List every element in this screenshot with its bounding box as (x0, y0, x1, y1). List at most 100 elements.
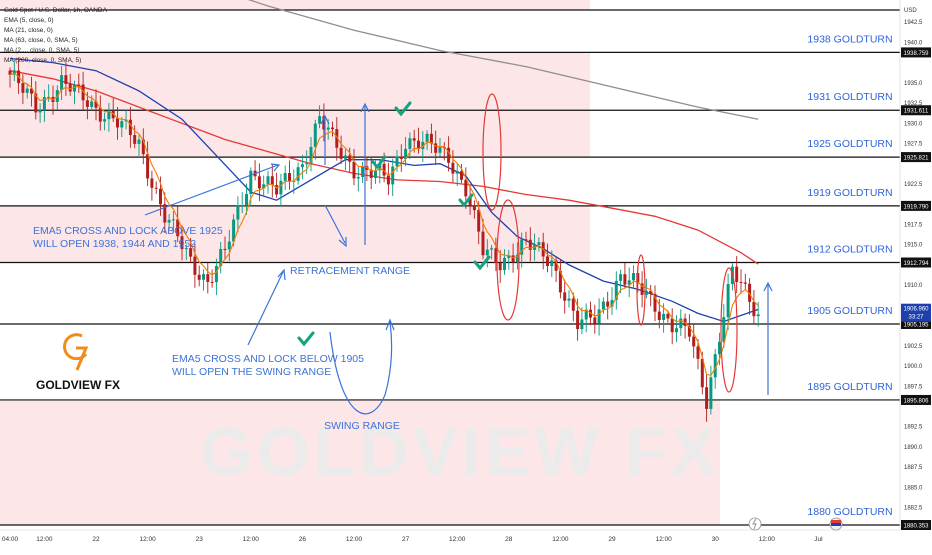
check-icon (458, 193, 474, 208)
price-tick: 1890.0 (904, 445, 923, 451)
candle-body (601, 301, 605, 310)
flag-icon (831, 520, 841, 523)
arrow-up-icon (144, 164, 279, 216)
annotation-ema-above-line2: WILL OPEN 1938, 1944 AND 1952 (33, 238, 196, 250)
candle-body (722, 317, 726, 342)
candle-body (335, 129, 339, 148)
time-tick: 12:00 (655, 536, 672, 543)
candle-body (8, 70, 12, 75)
candle-body (369, 169, 373, 178)
time-axis[interactable]: 04:00 12:00 22 12:00 23 12:00 26 12:00 27 12:00 28… (0, 529, 900, 543)
time-tick: 28 (505, 536, 513, 543)
candle-body (679, 318, 683, 329)
candle-body (103, 119, 107, 122)
candle-body (515, 254, 519, 263)
candle-body (210, 281, 214, 283)
candle-body (709, 377, 713, 409)
symbol-line: Gold Spot / U.S. Dollar, 1h, OANDA (4, 7, 108, 14)
candle-body (107, 110, 111, 120)
watermark-text: GOLDVIEW FX (200, 414, 720, 490)
price-tick: 1910.0 (904, 283, 923, 289)
candle-body (756, 314, 760, 317)
candle-body (146, 154, 150, 179)
arrow-up-icon (270, 163, 281, 172)
candle-body (232, 219, 236, 242)
event-icons (748, 517, 843, 531)
arrow-up-icon (320, 114, 330, 125)
price-tick: 1882.5 (904, 506, 923, 512)
candle-body (421, 141, 425, 150)
candle-body (718, 341, 721, 355)
candle-body (567, 298, 571, 301)
candle-body (735, 266, 739, 283)
ma-line (9, 70, 759, 265)
candle-body (60, 75, 64, 91)
candle-body (288, 173, 291, 182)
candle-body (546, 256, 549, 267)
indicator-ma200: MA (200, close, 0, SMA, 5) (4, 57, 81, 64)
candle-body (163, 204, 167, 223)
indicator-ma21: MA (21, close, 0) (4, 27, 53, 34)
candle-body (85, 100, 89, 107)
price-tag-text: 1938.759 (903, 51, 929, 57)
candle-body (197, 274, 201, 280)
candle-body (593, 317, 597, 324)
candle-body (116, 118, 119, 128)
check-icon (371, 155, 387, 170)
candle-body (374, 170, 377, 178)
time-tick: 12:00 (449, 536, 466, 543)
candle-body (468, 196, 472, 206)
candle-body (378, 163, 382, 171)
price-tag-box (901, 520, 931, 530)
candles (8, 57, 760, 422)
goldturn-label: 1895 GOLDTURN (807, 381, 892, 393)
candle-body (68, 83, 72, 92)
candle-body (305, 163, 309, 165)
arrow-up-icon (763, 281, 773, 292)
candle-body (257, 176, 261, 189)
indicator-ma63: MA (63, close, 0, SMA, 5) (4, 37, 78, 44)
highlight-ellipse (496, 199, 520, 321)
candle-body (670, 318, 674, 333)
candle-body (696, 346, 700, 359)
candle-body (494, 248, 498, 264)
candle-body (296, 167, 300, 181)
logo-text: GOLDVIEW FX (36, 378, 120, 392)
countdown-text: 33:27 (908, 315, 924, 321)
goldturn-label: 1931 GOLDTURN (807, 91, 892, 103)
price-tick: 1915.0 (904, 243, 923, 249)
candle-body (451, 162, 455, 174)
candle-body (687, 325, 691, 337)
candle-body (386, 175, 390, 185)
candle-body (597, 309, 601, 324)
price-tick: 1935.0 (904, 81, 923, 87)
candle-body (77, 84, 81, 86)
candle-body (189, 248, 193, 257)
price-tag-box (901, 257, 931, 268)
candle-body (249, 170, 253, 194)
candle-body (81, 84, 85, 101)
time-tick: 23 (196, 536, 204, 543)
candle-body (275, 185, 279, 195)
goldturn-label: 1912 GOLDTURN (807, 244, 892, 256)
price-axis[interactable]: USD 1880.01882.51885.01887.51890.01892.5… (899, 0, 932, 550)
annotation-ema-below-line2: WILL OPEN THE SWING RANGE (172, 366, 331, 378)
arrow-up-icon (277, 268, 286, 281)
candle-body (580, 319, 584, 330)
price-tick: 1932.5 (904, 101, 923, 107)
arrow-up-icon (360, 102, 370, 113)
zone-rect (0, 52, 590, 111)
candle-body (171, 219, 175, 221)
candle-body (653, 293, 657, 312)
candle-body (42, 97, 46, 111)
time-tick: 29 (608, 536, 616, 543)
candle-body (640, 283, 644, 295)
candle-body (382, 163, 386, 176)
candle-body (21, 83, 25, 93)
goldturn-label: 1944 GOLDTURN (807, 0, 892, 3)
goldturn-levels: 1944 GOLDTURN 1938 GOLDTURN 1931 GOLDTURN 1… (0, 0, 900, 526)
candle-body (214, 266, 218, 283)
price-tag-box (901, 318, 931, 329)
candle-body (391, 166, 395, 185)
